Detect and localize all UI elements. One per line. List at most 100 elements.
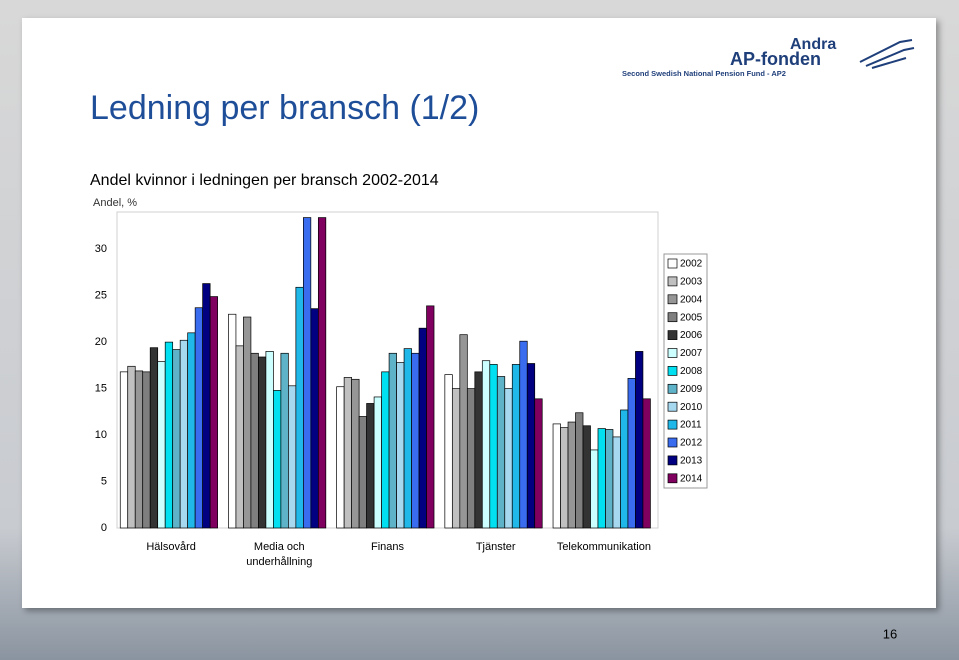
legend-swatch <box>667 258 678 269</box>
bar <box>451 388 461 529</box>
logo-mark <box>859 39 915 69</box>
bar <box>343 377 352 529</box>
legend-swatch <box>667 366 678 376</box>
bar <box>172 349 181 529</box>
bar <box>590 449 599 529</box>
bar <box>149 347 159 529</box>
bar <box>317 217 327 529</box>
legend-label: 2012 <box>680 438 703 449</box>
x-tick-label: Telekommunikation <box>556 541 651 553</box>
bar <box>202 283 211 529</box>
legend-swatch <box>667 455 678 466</box>
bar <box>534 398 543 529</box>
legend-swatch <box>667 383 678 394</box>
bar <box>605 429 614 529</box>
bar <box>280 352 289 529</box>
bar <box>418 327 427 529</box>
bar <box>627 378 636 529</box>
legend-label: 2014 <box>680 473 703 484</box>
bar <box>157 361 166 529</box>
legend-label: 2011 <box>680 420 702 431</box>
legend-label: 2007 <box>680 348 703 359</box>
bar <box>373 396 382 529</box>
bar <box>288 385 297 529</box>
bar <box>403 348 412 529</box>
bar <box>358 416 367 529</box>
bar <box>620 409 629 529</box>
x-tick-label: Hälsovård <box>146 541 196 553</box>
bar <box>466 388 476 529</box>
legend-label: 2006 <box>680 330 703 341</box>
legend-swatch <box>667 294 678 305</box>
y-tick-label: 0 <box>101 522 107 534</box>
bar <box>295 286 304 529</box>
bar <box>489 364 498 529</box>
logo-name: AP-fonden <box>730 49 821 69</box>
bar <box>164 341 174 529</box>
bar <box>187 332 196 529</box>
bar <box>194 307 203 529</box>
legend-label: 2004 <box>680 294 703 305</box>
bar <box>481 360 491 529</box>
bar <box>496 376 506 529</box>
legend-label: 2009 <box>680 384 703 395</box>
legend-swatch <box>667 276 678 287</box>
legend-swatch <box>667 401 678 412</box>
bar <box>273 390 282 529</box>
chart-title: Andel kvinnor i ledningen per bransch 20… <box>90 172 439 189</box>
bar <box>597 428 606 529</box>
legend-swatch <box>667 473 678 484</box>
x-tick-label: Finans <box>370 541 405 553</box>
y-tick-label: 20 <box>95 336 107 348</box>
page-number: 16 <box>883 626 897 641</box>
legend-label: 2008 <box>680 366 703 377</box>
legend-swatch <box>667 419 678 430</box>
bar <box>519 340 528 529</box>
legend-label: 2003 <box>680 277 703 288</box>
bar <box>310 308 319 529</box>
legend-label: 2002 <box>680 259 703 270</box>
bar <box>142 371 151 529</box>
bar <box>396 362 405 529</box>
bar <box>336 386 345 529</box>
bar <box>582 425 591 529</box>
bar <box>366 403 375 529</box>
bar <box>179 339 189 529</box>
bar <box>426 305 435 529</box>
bar <box>127 365 136 529</box>
legend-label: 2010 <box>680 402 703 413</box>
bar <box>381 371 390 529</box>
y-label: Andel, % <box>93 197 137 209</box>
bar <box>243 316 252 529</box>
bar <box>250 352 259 529</box>
bar <box>303 217 312 529</box>
bar <box>511 364 521 529</box>
bar <box>575 412 584 529</box>
legend-swatch <box>667 348 678 358</box>
legend-label: 2005 <box>680 312 703 323</box>
bar <box>560 427 569 529</box>
bar <box>504 388 513 529</box>
legend-swatch <box>667 437 678 448</box>
bar <box>235 345 244 529</box>
legend-label: 2013 <box>680 456 703 467</box>
y-tick-label: 10 <box>95 429 107 441</box>
bar <box>134 370 144 529</box>
x-tick-label: Media och underhållning <box>246 541 313 568</box>
bar <box>526 363 536 529</box>
bar <box>388 352 397 529</box>
logo-tagline: Second Swedish National Pension Fund - A… <box>622 69 786 78</box>
legend-swatch <box>667 330 678 340</box>
bar <box>474 371 483 529</box>
bar <box>265 351 274 529</box>
y-tick-label: 15 <box>95 382 107 394</box>
bar <box>119 371 129 529</box>
y-tick-label: 25 <box>95 290 107 302</box>
bar <box>642 398 651 529</box>
bar <box>459 334 468 529</box>
bar <box>552 423 561 529</box>
bar <box>612 436 621 529</box>
bar <box>411 352 420 529</box>
x-tick-label: Tjänster <box>475 541 516 553</box>
